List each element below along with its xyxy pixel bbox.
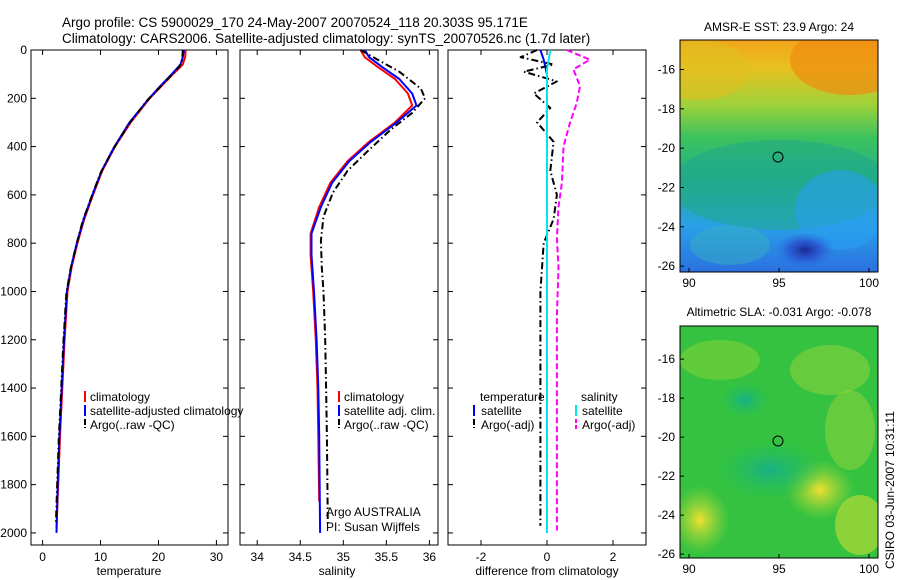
legend-label-temp-satellite: satellite bbox=[481, 404, 522, 418]
x-tick-label: 36 bbox=[423, 550, 437, 564]
series-line-climatology bbox=[55, 49, 187, 529]
sla-field bbox=[680, 326, 878, 558]
salinity-plot: 34 34.5 35 35.5 36 bbox=[240, 49, 438, 564]
sst-map-title: AMSR-E SST: 23.9 Argo: 24 bbox=[704, 20, 854, 34]
x-tick-label: 0 bbox=[544, 550, 551, 564]
x-tick-label: 0 bbox=[39, 550, 46, 564]
legend-label-climatology: climatology bbox=[90, 390, 150, 404]
y-tick-label: 1600 bbox=[0, 429, 27, 443]
temperature-legend: climatology satellite-adjusted climatolo… bbox=[84, 390, 243, 432]
map-x-tick-label: 90 bbox=[682, 562, 696, 576]
x-tick-label: 35.5 bbox=[375, 550, 399, 564]
temperature-xlabel: temperature bbox=[97, 564, 162, 578]
legend-label-sal-satellite: satellite bbox=[582, 404, 623, 418]
y-tick-label: 800 bbox=[7, 236, 27, 250]
salinity-panel: 34 34.5 35 35.5 36 salinity climatology sate… bbox=[239, 49, 439, 578]
sla-map-title: Altimetric SLA: -0.031 Argo: -0.078 bbox=[687, 305, 872, 319]
x-tick-label: 35 bbox=[337, 550, 351, 564]
legend-label-sal-argo: Argo(-adj) bbox=[582, 418, 635, 432]
x-tick-label: 2 bbox=[610, 550, 617, 564]
map-y-tick-label: -16 bbox=[658, 62, 676, 76]
temperature-plot: 0 10 20 30 0 200 400 600 800 1000 1200 1400 1600 1800… bbox=[0, 43, 228, 564]
map-y-tick-label: -16 bbox=[658, 352, 676, 366]
series-line-climatology bbox=[309, 49, 414, 502]
x-tick-label: 10 bbox=[94, 550, 108, 564]
sst-ticks: 90 95 100 -16 -18 -20 -22 -24 -26 bbox=[658, 62, 880, 290]
series-line-argo-raw-qc bbox=[54, 49, 184, 524]
x-tick-label: 34.5 bbox=[289, 550, 313, 564]
series-line-salinity-satellite bbox=[546, 49, 552, 533]
y-tick-label: 1000 bbox=[0, 284, 27, 298]
salinity-axes bbox=[239, 49, 439, 546]
map-y-tick-label: -24 bbox=[658, 220, 676, 234]
map-y-tick-label: -22 bbox=[658, 469, 676, 483]
series-line-salinity-argo-adj bbox=[555, 49, 591, 531]
sla-ticks: 90 95 100 -16 -18 -20 -22 -24 -26 bbox=[658, 352, 880, 576]
y-tick-label: 0 bbox=[20, 43, 27, 57]
difference-xlabel: difference from climatology bbox=[475, 564, 618, 578]
x-tick-label: 20 bbox=[152, 550, 166, 564]
legend-title-salinity: salinity bbox=[581, 390, 618, 404]
title-line-1: Argo profile: CS 5900029_170 24-May-2007… bbox=[62, 15, 528, 30]
series-line-argo-raw-qc bbox=[319, 49, 427, 524]
sst-field bbox=[680, 40, 878, 272]
sst-map-panel: AMSR-E SST: 23.9 Argo: 24 90 95 100 -16 -18 -… bbox=[658, 20, 880, 290]
legend-label-argo: Argo(..raw -QC) bbox=[90, 418, 175, 432]
salinity-legend: climatology satellite adj. clim. Argo(..… bbox=[338, 390, 435, 432]
annotation-argo-australia: Argo AUSTRALIA bbox=[326, 505, 421, 519]
map-x-tick-label: 100 bbox=[859, 276, 879, 290]
y-tick-label: 400 bbox=[7, 140, 27, 154]
y-tick-label: 200 bbox=[7, 91, 27, 105]
map-y-tick-label: -18 bbox=[658, 391, 676, 405]
series-line-satellite-adjusted-climatology bbox=[55, 49, 185, 533]
x-tick-label: -2 bbox=[476, 550, 487, 564]
footer-stamp: CSIRO 03-Jun-2007 10:31:11 bbox=[883, 411, 897, 569]
x-tick-label: 34 bbox=[251, 550, 265, 564]
difference-plot: -2 0 2 bbox=[448, 49, 646, 564]
legend-title-temperature: temperature bbox=[480, 390, 545, 404]
series-line-temperature-argo-adj bbox=[519, 49, 558, 526]
argo-position-marker bbox=[772, 151, 784, 163]
y-tick-label: 1400 bbox=[0, 381, 27, 395]
temperature-axes bbox=[30, 49, 229, 546]
annotation-pi: PI: Susan Wijffels bbox=[326, 520, 420, 534]
y-tick-label: 1800 bbox=[0, 478, 27, 492]
map-x-tick-label: 95 bbox=[772, 276, 786, 290]
map-y-tick-label: -22 bbox=[658, 180, 676, 194]
map-y-tick-label: -20 bbox=[658, 430, 676, 444]
y-tick-label: 2000 bbox=[0, 526, 27, 540]
sla-map-panel: Altimetric SLA: -0.031 Argo: -0.078 90 95… bbox=[658, 305, 880, 576]
map-x-tick-label: 95 bbox=[772, 562, 786, 576]
title-line-2: Climatology: CARS2006. Satellite-adjuste… bbox=[62, 31, 590, 46]
y-tick-label: 1200 bbox=[0, 333, 27, 347]
difference-legend: temperature satellite Argo(-adj) salinit… bbox=[473, 390, 635, 432]
map-y-tick-label: -26 bbox=[658, 547, 676, 561]
argo-position-marker bbox=[772, 435, 784, 447]
map-y-tick-label: -18 bbox=[658, 102, 676, 116]
map-y-tick-label: -20 bbox=[658, 141, 676, 155]
y-tick-label: 600 bbox=[7, 188, 27, 202]
map-y-tick-label: -26 bbox=[658, 259, 676, 273]
series-line-satellite-adj-clim bbox=[310, 49, 418, 533]
x-tick-label: 30 bbox=[210, 550, 224, 564]
temperature-panel: 0 10 20 30 0 200 400 600 800 1000 1200 1400 1600 1800… bbox=[0, 43, 243, 578]
map-x-tick-label: 90 bbox=[682, 276, 696, 290]
difference-panel: -2 0 2 difference from climatology tempera… bbox=[447, 49, 647, 578]
salinity-xlabel: salinity bbox=[319, 564, 356, 578]
legend-label-climatology: climatology bbox=[344, 390, 404, 404]
legend-label-temp-argo: Argo(-adj) bbox=[481, 418, 534, 432]
legend-label-satellite-adjusted: satellite-adjusted climatology bbox=[90, 404, 243, 418]
map-x-tick-label: 100 bbox=[859, 562, 879, 576]
legend-label-satellite-adj: satellite adj. clim. bbox=[344, 404, 435, 418]
legend-label-argo: Argo(..raw -QC) bbox=[344, 418, 429, 432]
map-y-tick-label: -24 bbox=[658, 508, 676, 522]
